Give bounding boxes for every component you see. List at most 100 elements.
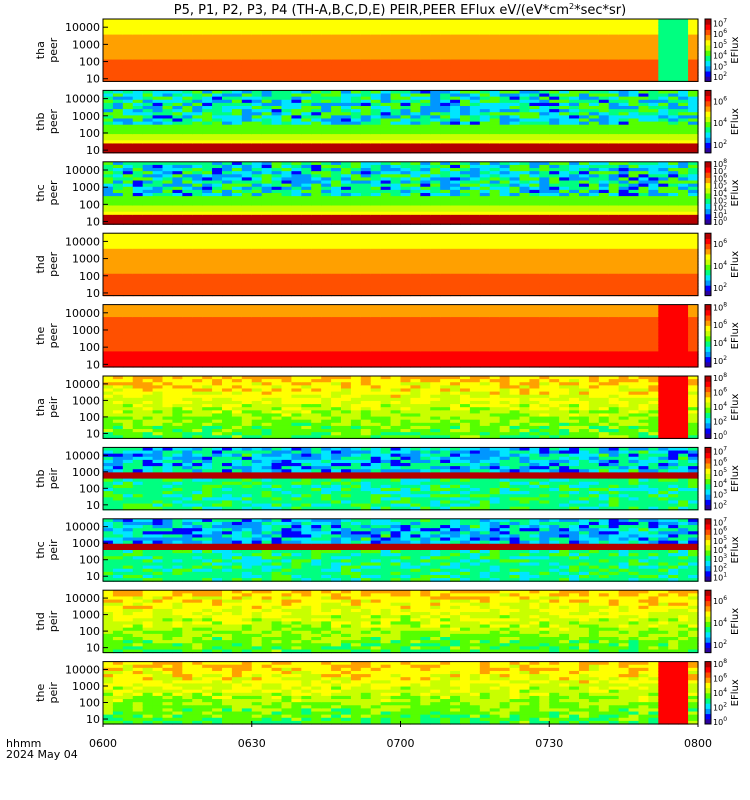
spectrogram-cell — [668, 140, 679, 145]
spectrogram-cell — [529, 202, 540, 207]
spectrogram-cell — [678, 177, 689, 182]
spectrogram-cell — [301, 62, 312, 67]
spectrogram-cell — [241, 90, 253, 95]
spectrogram-cell — [321, 211, 332, 216]
spectrogram-cell — [231, 106, 243, 110]
spectrogram-cell — [103, 183, 114, 188]
spectrogram-cell — [499, 124, 511, 129]
spectrogram-cell — [628, 37, 640, 42]
spectrogram-cell — [291, 106, 302, 110]
spectrogram-cell — [519, 59, 531, 64]
spectrogram-cell — [668, 62, 679, 67]
spectrogram-cell — [499, 127, 511, 132]
spectrogram-cell — [251, 205, 263, 210]
spectrogram-cell — [608, 171, 620, 175]
spectrogram-cell — [162, 251, 174, 256]
spectrogram-cell — [430, 143, 441, 148]
spectrogram-cell — [450, 186, 461, 191]
spectrogram-cell — [678, 193, 689, 197]
spectrogram-cell — [261, 211, 273, 216]
spectrogram-cell — [132, 22, 144, 26]
spectrogram-cell — [301, 189, 312, 194]
spectrogram-cell — [569, 276, 580, 281]
spectrogram-cell — [311, 193, 322, 197]
spectrogram-cell — [668, 174, 679, 178]
spectrogram-cell — [529, 255, 540, 259]
spectrogram-cell — [688, 93, 699, 98]
spectrogram-cell — [132, 50, 144, 54]
spectrogram-cell — [509, 115, 521, 120]
spectrogram-cell — [122, 115, 134, 120]
spectrogram-cell — [350, 25, 362, 29]
spectrogram-cell — [569, 245, 580, 250]
spectrogram-cell — [539, 93, 550, 98]
spectrogram-cell — [281, 286, 293, 290]
spectrogram-cell — [142, 50, 154, 54]
spectrogram-cell — [688, 258, 699, 262]
spectrogram-cell — [222, 93, 233, 98]
spectrogram-cell — [360, 248, 372, 253]
spectrogram-cell — [420, 78, 431, 82]
spectrogram-cell — [212, 146, 223, 151]
spectrogram-cell — [579, 34, 590, 39]
spectrogram-cell — [678, 56, 689, 61]
spectrogram-cell — [202, 19, 213, 23]
spectrogram-cell — [628, 25, 640, 29]
spectrogram-cell — [539, 280, 550, 284]
spectrogram-cell — [142, 280, 154, 284]
spectrogram-cell — [450, 59, 461, 64]
spectrogram-cell — [331, 130, 342, 135]
spectrogram-cell — [122, 174, 134, 178]
spectrogram-cell — [142, 286, 154, 290]
spectrogram-cell — [658, 251, 669, 256]
spectrogram-cell — [678, 280, 689, 284]
spectrogram-cell — [202, 264, 213, 269]
spectrogram-cell — [559, 251, 570, 256]
spectrogram-cell — [112, 233, 124, 237]
spectrogram-cell — [420, 280, 431, 284]
spectrogram-cell — [668, 168, 679, 172]
spectrogram-cell — [598, 171, 610, 175]
spectrogram-cell — [311, 255, 322, 259]
spectrogram-cell — [648, 280, 659, 284]
spectrogram-cell — [658, 202, 669, 207]
spectrogram-cell — [321, 19, 332, 23]
spectrogram-cell — [261, 217, 273, 222]
spectrogram-cell — [172, 267, 183, 272]
spectrogram-cell — [440, 183, 451, 188]
spectrogram-cell — [103, 134, 114, 138]
spectrogram-cell — [569, 214, 580, 219]
spectrogram-cell — [430, 273, 441, 278]
spectrogram-cell — [162, 221, 174, 225]
spectrogram-cell — [142, 72, 154, 76]
spectrogram-cell — [142, 239, 154, 244]
spectrogram-cell — [172, 255, 183, 259]
spectrogram-cell — [370, 186, 382, 191]
spectrogram-cell — [291, 121, 302, 126]
spectrogram-cell — [618, 239, 630, 244]
y-axis-species-label: peer — [47, 251, 60, 277]
spectrogram-cell — [420, 115, 431, 120]
spectrogram-cell — [410, 59, 421, 64]
spectrogram-cell — [103, 338, 114, 343]
spectrogram-cell — [678, 78, 689, 82]
spectrogram-cell — [598, 245, 610, 250]
spectrogram-cell — [360, 109, 372, 113]
spectrogram-cell — [668, 233, 679, 237]
spectrogram-cell — [251, 245, 263, 250]
spectrogram-cell — [122, 264, 134, 269]
spectrogram-cell — [559, 121, 570, 126]
spectrogram-cell — [460, 177, 471, 182]
spectrogram-cell — [579, 59, 590, 64]
spectrogram-cell — [539, 90, 550, 95]
spectrogram-cell — [291, 168, 302, 172]
spectrogram-cell — [479, 62, 491, 67]
spectrogram-cell — [598, 258, 610, 262]
spectrogram-cell — [112, 50, 124, 54]
spectrogram-cell — [410, 53, 421, 58]
spectrogram-cell — [231, 28, 243, 33]
spectrogram-cell — [281, 161, 293, 166]
spectrogram-cell — [618, 134, 630, 138]
spectrogram-cell — [251, 43, 263, 48]
spectrogram-cell — [450, 34, 461, 39]
